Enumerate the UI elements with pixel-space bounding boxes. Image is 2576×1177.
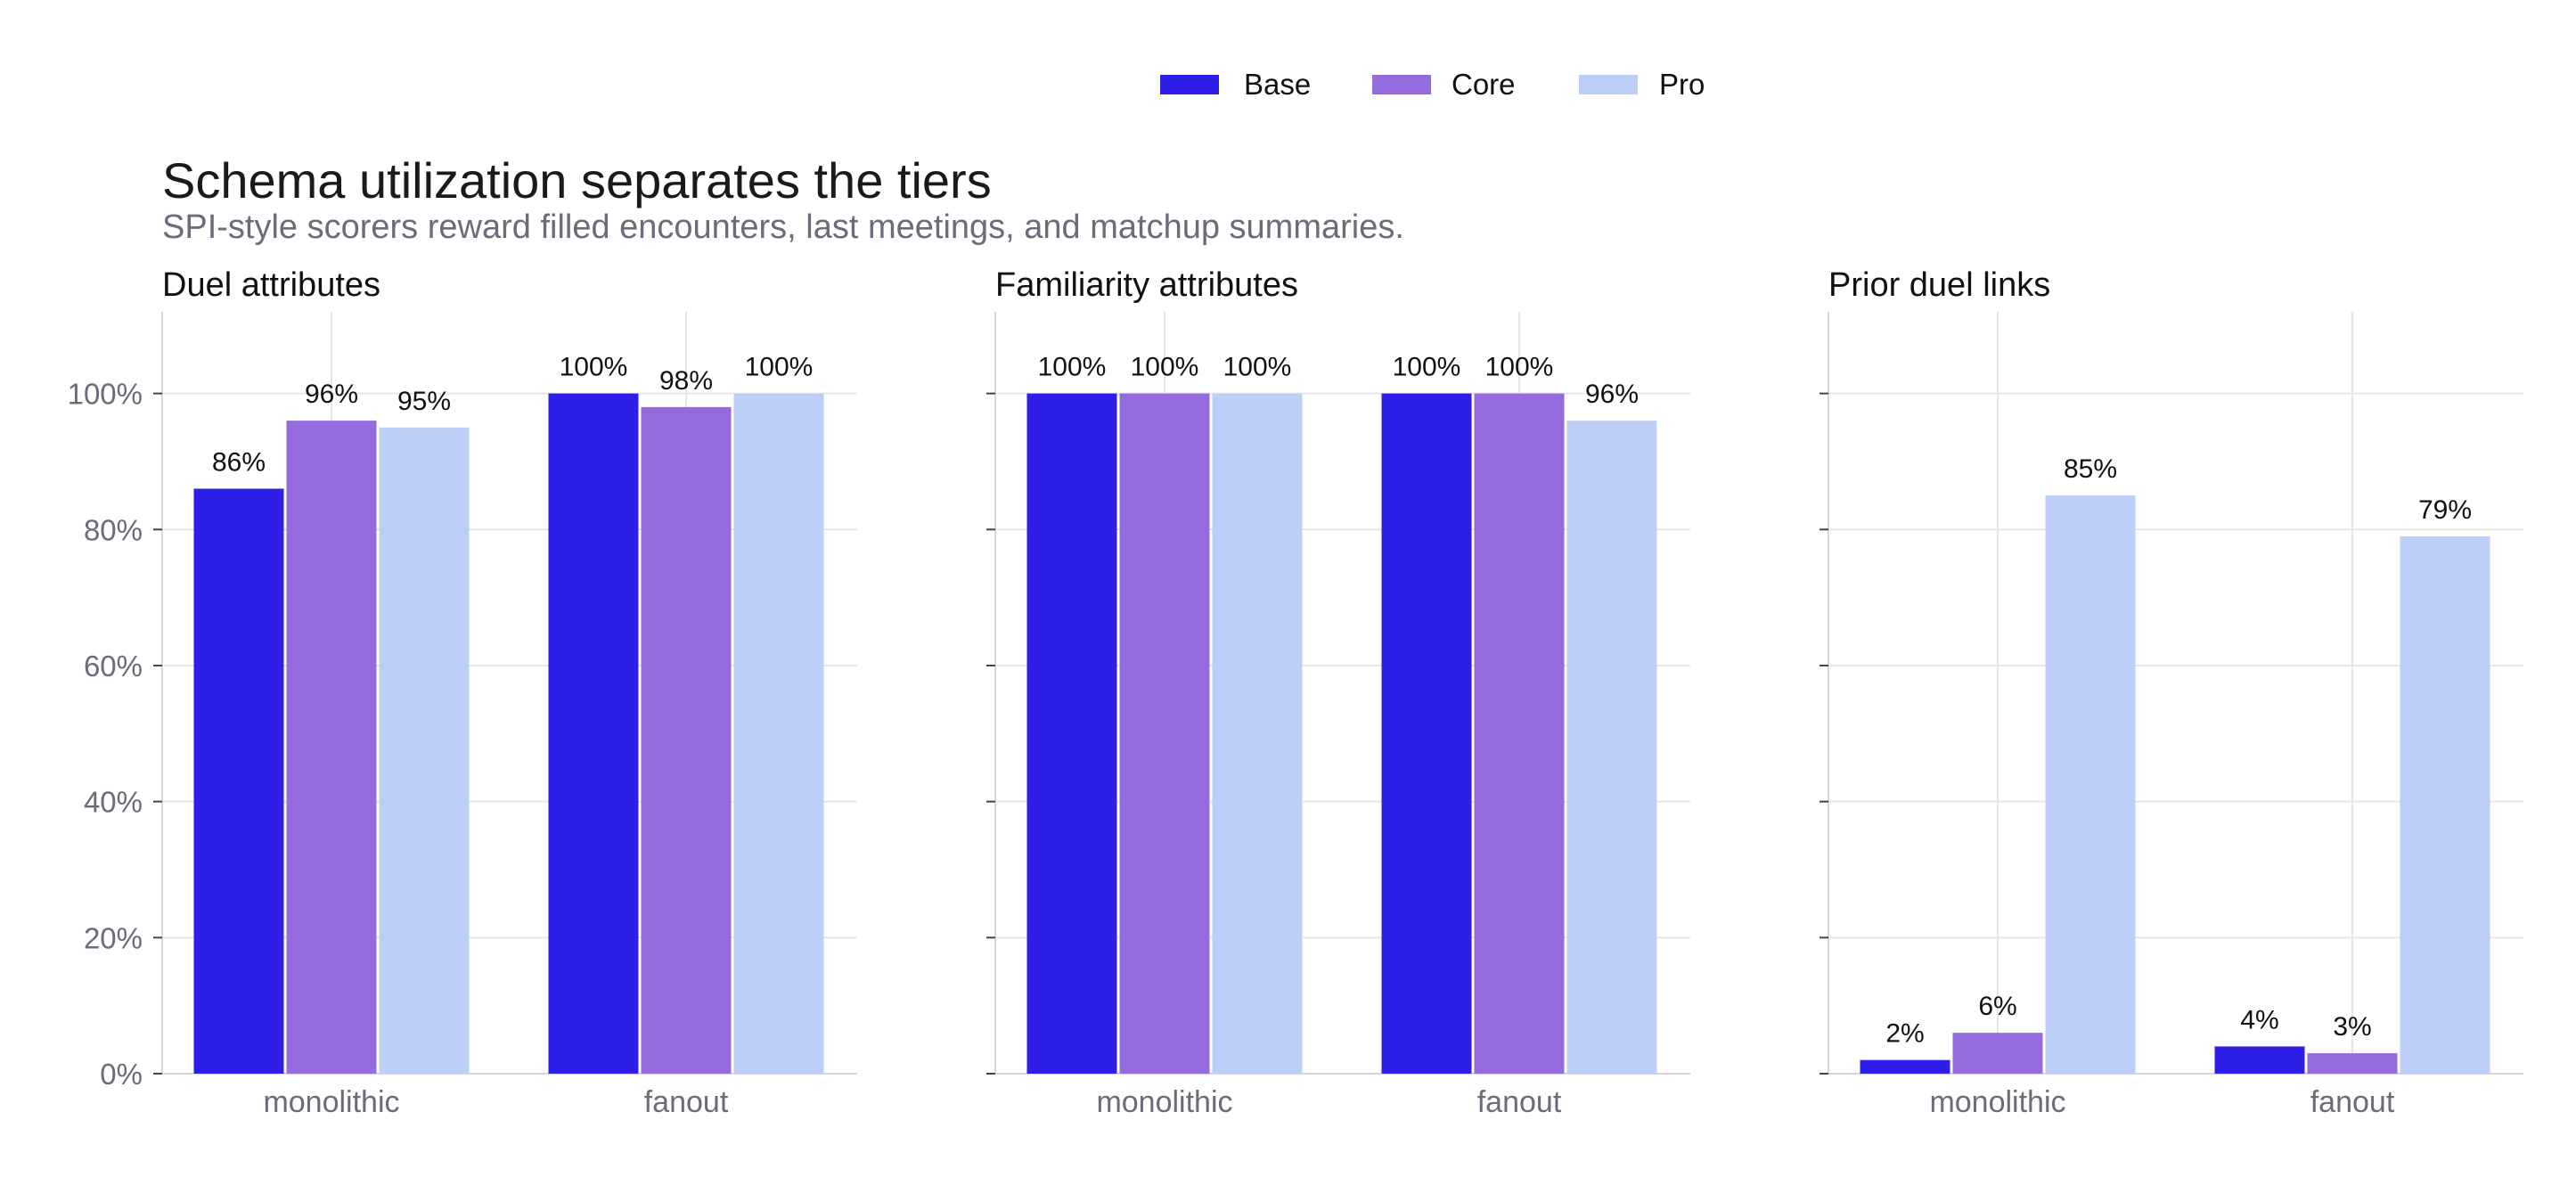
y-tick-label: 40% [84,786,143,819]
legend-swatch-pro [1579,75,1638,94]
chart-subtitle: SPI-style scorers reward filled encounte… [162,208,1404,246]
legend-label-pro: Pro [1659,68,1705,101]
data-label: 100% [745,353,814,382]
bar-base-fanout [1381,393,1472,1074]
y-tick-label: 60% [84,650,143,682]
data-label: 96% [305,380,358,409]
panel-2: Familiarity attributes 100% 100% 100% monoli… [986,266,1690,1119]
data-label: 100% [560,353,628,382]
bar-pro-fanout [733,393,824,1074]
panel-1: Duel attributes 0% 20% 40% 60% 80% 100% 86% 96% 9… [68,266,857,1119]
data-label: 98% [659,366,713,396]
bar-base-monolithic [1026,393,1117,1074]
bar-core-fanout [641,406,732,1074]
panel-3: Prior duel links 2% 6% 85% monolithic 4% 3% 79%… [1820,266,2523,1119]
data-label: 86% [212,447,266,477]
data-label: 100% [1485,353,1554,382]
data-label: 3% [2333,1012,2371,1042]
x-tick-label: monolithic [1929,1085,2065,1119]
data-label: 96% [1585,380,1639,409]
chart-title: Schema utilization separates the tiers [162,152,992,208]
data-label: 100% [1393,353,1461,382]
data-label: 6% [1978,992,2016,1021]
y-tick-label: 20% [84,921,143,954]
x-tick-label: fanout [1477,1085,1562,1119]
legend-label-core: Core [1452,68,1516,101]
data-label: 85% [2064,454,2117,484]
data-label: 79% [2418,495,2472,525]
legend: Base Core Pro [1160,68,1705,101]
bar-base-fanout [2214,1046,2305,1074]
legend-swatch-core [1372,75,1431,94]
bar-core-monolithic [286,421,377,1075]
bar-pro-monolithic [2045,495,2136,1074]
data-label: 100% [1131,353,1199,382]
data-label: 100% [1038,353,1107,382]
bar-base-monolithic [1860,1059,1950,1074]
legend-label-base: Base [1244,68,1311,101]
bar-core-monolithic [1119,393,1210,1074]
bar-core-monolithic [1952,1033,2043,1074]
x-tick-label: monolithic [263,1085,399,1119]
data-label: 2% [1885,1019,1924,1049]
bar-pro-monolithic [1212,393,1303,1074]
panel-title: Familiarity attributes [995,266,1298,304]
data-label: 95% [397,387,451,416]
y-tick-label: 100% [68,378,143,411]
bar-pro-fanout [2400,535,2490,1074]
panels: Duel attributes 0% 20% 40% 60% 80% 100% 86% 96% 9… [68,266,2523,1119]
bar-pro-fanout [1566,421,1657,1075]
data-label: 4% [2240,1005,2278,1034]
x-tick-label: monolithic [1096,1085,1232,1119]
bar-base-monolithic [193,488,284,1074]
y-tick-label: 80% [84,513,143,546]
panel-title: Prior duel links [1828,266,2050,304]
bar-core-fanout [1474,393,1565,1074]
y-tick-label: 0% [100,1058,143,1091]
bar-pro-monolithic [379,427,470,1074]
legend-swatch-base [1160,75,1219,94]
bar-core-fanout [2307,1053,2398,1074]
bar-base-fanout [548,393,639,1074]
panel-title: Duel attributes [162,266,380,304]
data-label: 100% [1223,353,1292,382]
x-tick-label: fanout [644,1085,729,1119]
x-tick-label: fanout [2310,1085,2395,1119]
